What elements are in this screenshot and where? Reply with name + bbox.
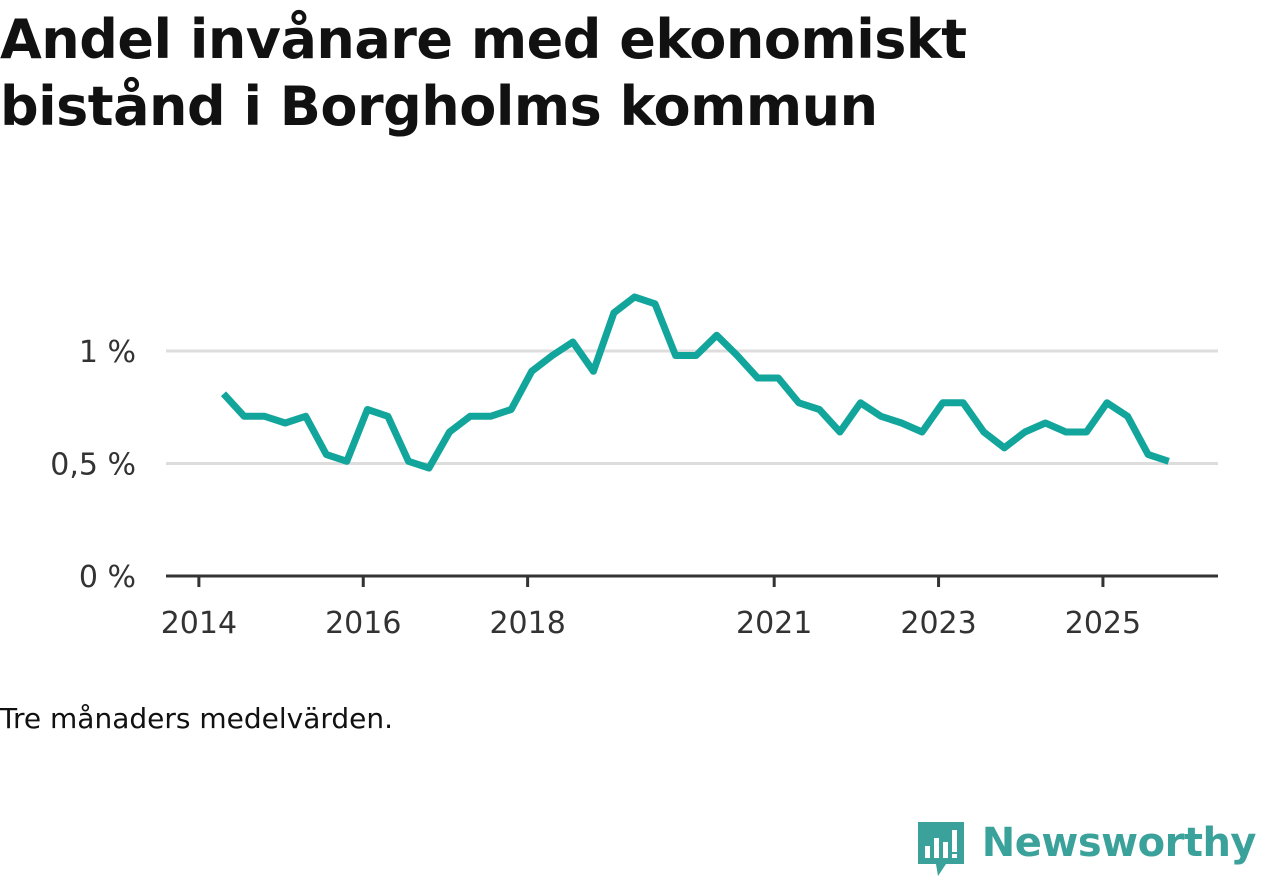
chart-title: Andel invånare med ekonomiskt bistånd i … — [0, 8, 967, 138]
gridlines — [166, 349, 1218, 465]
series-layer — [220, 293, 1170, 472]
y-axis-labels: 0 % 0,5 % 1 % — [50, 335, 136, 595]
x-tick-label: 2025 — [1065, 606, 1141, 641]
y-tick-label: 0 % — [79, 560, 136, 595]
footnote: Tre månaders medelvärden. — [0, 702, 394, 735]
brand-name: Newsworthy — [981, 820, 1257, 866]
line-chart: 0 % 0,5 % 1 % 2014 2016 2018 2021 2023 2025 — [50, 293, 1218, 641]
x-tick-label: 2021 — [736, 606, 812, 641]
y-tick-label: 0,5 % — [50, 448, 136, 483]
x-tick-label: 2023 — [900, 606, 976, 641]
brand-logo[interactable]: Newsworthy — [916, 819, 1257, 879]
x-axis-labels: 2014 2016 2018 2021 2023 2025 — [161, 606, 1141, 641]
y-tick-label: 1 % — [79, 335, 136, 370]
x-tick-label: 2016 — [325, 606, 401, 641]
x-tick-label: 2014 — [161, 606, 237, 641]
x-tick-label: 2018 — [489, 606, 565, 641]
x-axis — [166, 574, 1218, 587]
series-line-0 — [220, 293, 1170, 472]
bar-chart-pin-icon — [917, 822, 964, 876]
